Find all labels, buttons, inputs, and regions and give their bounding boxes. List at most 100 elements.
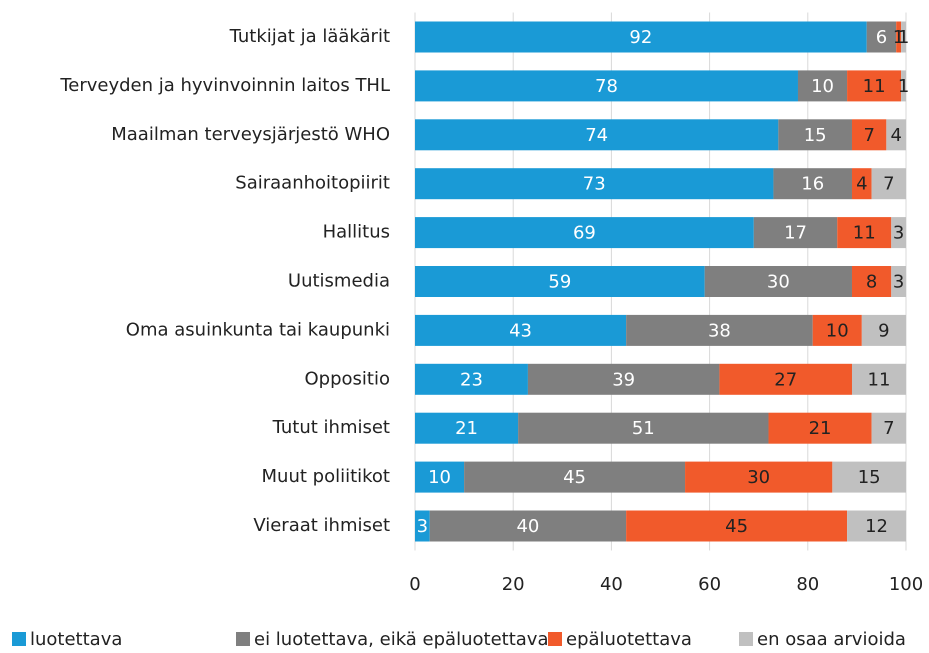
value-label: 27 (774, 369, 797, 390)
value-label: 43 (509, 320, 532, 341)
bar-segment (415, 266, 705, 297)
value-label: 3 (417, 516, 428, 537)
value-label: 21 (809, 418, 832, 439)
bar-segment (768, 412, 872, 444)
x-tick-label: 20 (502, 574, 525, 595)
bar-segment (415, 119, 779, 151)
value-label: 74 (585, 125, 608, 146)
bar-segment (719, 363, 852, 395)
x-tick-label: 60 (698, 574, 721, 595)
bar-segment (415, 363, 528, 395)
category-label: Oppositio (305, 368, 390, 389)
value-label: 1 (893, 27, 904, 48)
bar-segment (901, 70, 906, 102)
bar-segment (891, 217, 906, 249)
value-label: 30 (747, 467, 770, 488)
bar-segment (847, 510, 906, 542)
value-label: 45 (725, 516, 748, 537)
legend-swatch (739, 632, 753, 646)
bar-segment (415, 510, 430, 542)
bar-segment (901, 21, 906, 53)
bar-segment (847, 70, 902, 102)
value-label: 78 (595, 76, 618, 97)
legend-swatch (12, 632, 26, 646)
legend-label: luotettava (30, 629, 122, 650)
bar-segment (797, 70, 848, 102)
value-label: 11 (853, 223, 876, 244)
value-label: 15 (804, 125, 827, 146)
bar-segment (866, 21, 897, 53)
value-label: 7 (883, 174, 894, 195)
category-label: Oma asuinkunta tai kaupunki (126, 319, 390, 340)
x-tick-label: 0 (409, 574, 420, 595)
category-label: Terveyden ja hyvinvoinnin laitos THL (59, 75, 390, 96)
bar-segment (837, 217, 892, 249)
bar-segment (429, 510, 627, 542)
value-label: 73 (583, 174, 606, 195)
bar-segment (626, 314, 813, 346)
bar-segment (861, 314, 906, 346)
value-label: 7 (863, 125, 874, 146)
value-label: 10 (811, 76, 834, 97)
value-label: 23 (460, 369, 483, 390)
value-label: 39 (612, 369, 635, 390)
bar-segment (415, 461, 465, 493)
category-label: Muut poliitikot (262, 466, 390, 487)
bar-segment (851, 363, 906, 395)
x-tick-label: 100 (889, 574, 923, 595)
value-label: 45 (563, 467, 586, 488)
category-label: Hallitus (323, 222, 390, 243)
bar-segment (415, 314, 627, 346)
bar-segment (871, 412, 906, 444)
category-label: Uutismedia (288, 271, 390, 292)
category-label: Vieraat ihmiset (253, 515, 390, 536)
value-label: 8 (866, 272, 877, 293)
bar-segment (851, 266, 892, 297)
value-label: 40 (516, 516, 539, 537)
value-label: 15 (858, 467, 881, 488)
bar-segment (851, 119, 887, 151)
bar-segment (778, 119, 852, 151)
bar-segment (753, 217, 838, 249)
bar-segment (415, 412, 519, 444)
value-label: 38 (708, 320, 731, 341)
bar-segment (851, 168, 872, 200)
bar-segment (871, 168, 906, 200)
category-label: Sairaanhoitopiirit (235, 173, 390, 194)
legend-swatch (236, 632, 250, 646)
legend-label: ei luotettava, eikä epäluotettava (254, 629, 548, 650)
value-label: 6 (876, 27, 887, 48)
value-label: 12 (865, 516, 888, 537)
value-label: 10 (428, 467, 451, 488)
bar-segment (832, 461, 906, 493)
value-label: 69 (573, 223, 596, 244)
bar-segment (415, 70, 798, 102)
bar-segment (464, 461, 686, 493)
bar-segment (886, 119, 906, 151)
bar-segment (812, 314, 862, 346)
category-label: Tutkijat ja lääkärit (229, 26, 390, 47)
value-label: 21 (455, 418, 478, 439)
value-label: 16 (801, 174, 824, 195)
bar-segment (704, 266, 852, 297)
legend-label: epäluotettava (566, 629, 692, 650)
value-label: 7 (883, 418, 894, 439)
x-tick-label: 80 (796, 574, 819, 595)
value-label: 4 (890, 125, 901, 146)
value-label: 59 (548, 272, 571, 293)
value-label: 11 (868, 369, 891, 390)
bar-segment (685, 461, 833, 493)
value-label: 1 (898, 27, 909, 48)
value-label: 10 (826, 320, 849, 341)
bar-segment (527, 363, 720, 395)
bar-segment (518, 412, 769, 444)
x-tick-label: 40 (600, 574, 623, 595)
category-label: Tutut ihmiset (272, 417, 390, 438)
value-label: 3 (893, 223, 904, 244)
bar-segment (415, 217, 754, 249)
value-label: 51 (632, 418, 655, 439)
value-label: 3 (893, 272, 904, 293)
bar-segment (415, 21, 867, 53)
bar-segment (896, 21, 902, 53)
